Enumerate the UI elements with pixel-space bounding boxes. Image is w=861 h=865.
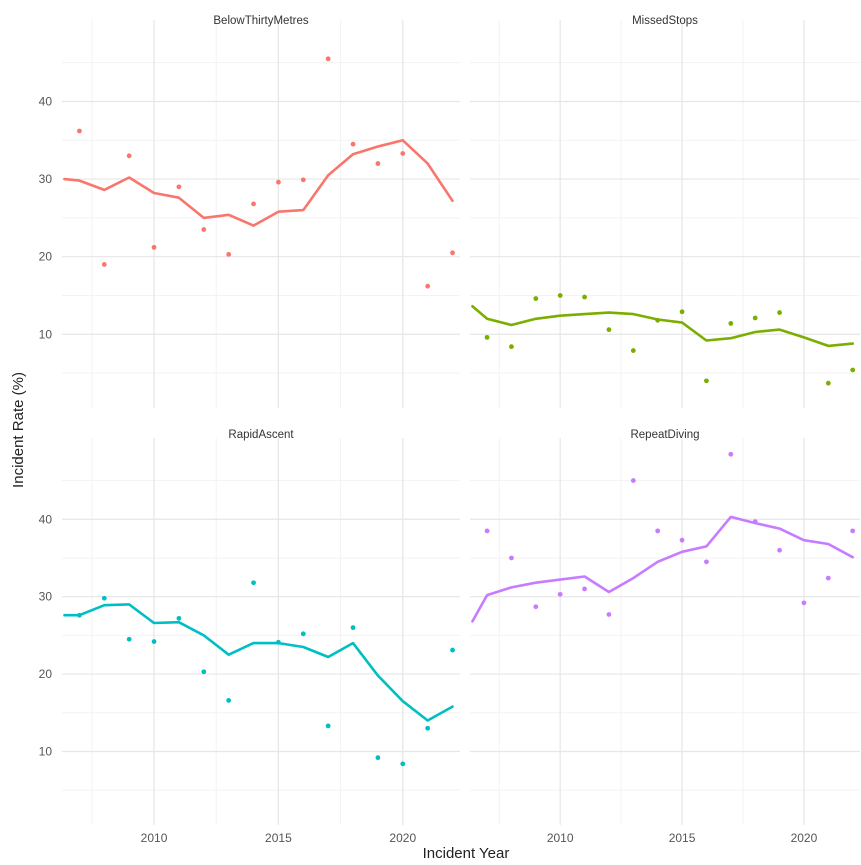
- data-point: [484, 334, 490, 340]
- panel-2: RapidAscent 10 20 30 40 2010 2015 2020: [39, 429, 460, 845]
- x-axis-label: Incident Year: [423, 845, 510, 862]
- panel-title: BelowThirtyMetres: [213, 15, 308, 27]
- data-point: [450, 250, 455, 256]
- data-point: [126, 636, 132, 642]
- panel-title: RapidAscent: [228, 429, 294, 441]
- data-point: [728, 451, 734, 457]
- data-point: [300, 177, 306, 183]
- data-point: [630, 478, 636, 483]
- data-point: [77, 128, 82, 134]
- panels-layer: BelowThirtyMetres 10 20 30 40 MissedStops Rapi…: [39, 15, 860, 845]
- data-point: [679, 537, 685, 543]
- data-point: [126, 153, 132, 159]
- data-point: [606, 327, 612, 333]
- panel-0: BelowThirtyMetres 10 20 30 40: [39, 15, 460, 408]
- y-tick-label: 10: [39, 327, 53, 341]
- data-point: [825, 380, 831, 386]
- trend-line: [471, 305, 854, 348]
- data-point: [582, 294, 587, 300]
- data-point: [425, 725, 431, 731]
- data-point: [450, 647, 455, 653]
- panel-3: RepeatDiving 2010 2015 2020: [470, 429, 860, 845]
- y-tick-label: 20: [39, 667, 53, 681]
- data-point: [557, 591, 563, 597]
- panel-title: RepeatDiving: [630, 429, 699, 441]
- data-point: [509, 344, 514, 350]
- data-point: [679, 309, 685, 315]
- data-point: [582, 586, 587, 592]
- data-point: [375, 161, 381, 166]
- data-point: [276, 639, 281, 645]
- x-tick-label: 2020: [389, 831, 416, 845]
- data-point: [325, 723, 331, 729]
- data-point: [375, 755, 381, 761]
- data-point: [350, 141, 356, 147]
- data-point: [777, 310, 782, 315]
- x-tick-label: 2015: [669, 831, 696, 845]
- data-point: [630, 348, 636, 353]
- data-point: [226, 251, 232, 257]
- data-point: [801, 600, 807, 606]
- data-point: [276, 179, 281, 185]
- data-point: [300, 631, 306, 637]
- y-tick-label: 40: [39, 94, 53, 108]
- data-point: [557, 293, 563, 298]
- x-tick-label: 2015: [265, 831, 292, 845]
- data-point: [176, 615, 182, 621]
- data-point: [101, 262, 107, 267]
- data-point: [201, 669, 207, 675]
- panel-title: MissedStops: [632, 15, 698, 27]
- y-tick-label: 30: [39, 172, 53, 186]
- data-point: [151, 244, 157, 250]
- data-point: [533, 296, 539, 301]
- data-point: [484, 528, 490, 534]
- data-point: [825, 575, 831, 581]
- data-point: [325, 56, 331, 62]
- data-point: [77, 612, 82, 618]
- data-point: [425, 283, 431, 289]
- data-point: [350, 625, 356, 631]
- data-point: [850, 528, 856, 534]
- y-tick-label: 40: [39, 512, 53, 526]
- data-point: [850, 367, 856, 373]
- data-point: [176, 184, 182, 190]
- data-point: [533, 604, 539, 610]
- y-tick-label: 10: [39, 744, 53, 758]
- data-point: [606, 612, 612, 617]
- data-point: [101, 595, 107, 601]
- data-point: [752, 315, 758, 321]
- y-tick-label: 30: [39, 590, 53, 604]
- data-point: [655, 528, 661, 534]
- trend-line: [471, 515, 854, 623]
- y-tick-label: 20: [39, 250, 53, 264]
- data-point: [201, 227, 207, 232]
- y-axis-label: Incident Rate (%): [10, 372, 27, 488]
- data-point: [752, 519, 758, 524]
- data-point: [251, 580, 256, 586]
- data-point: [655, 317, 661, 323]
- data-point: [728, 321, 734, 326]
- data-point: [226, 697, 232, 703]
- data-point: [400, 761, 406, 767]
- x-tick-label: 2010: [141, 831, 168, 845]
- trend-line: [63, 139, 454, 227]
- data-point: [151, 639, 157, 644]
- data-point: [251, 201, 256, 207]
- data-point: [400, 151, 406, 156]
- data-point: [704, 559, 709, 565]
- data-point: [509, 555, 514, 561]
- trend-line: [63, 603, 454, 722]
- x-tick-label: 2010: [547, 831, 574, 845]
- data-point: [704, 378, 709, 384]
- x-tick-label: 2020: [791, 831, 818, 845]
- data-point: [777, 547, 782, 553]
- panel-1: MissedStops: [470, 15, 860, 408]
